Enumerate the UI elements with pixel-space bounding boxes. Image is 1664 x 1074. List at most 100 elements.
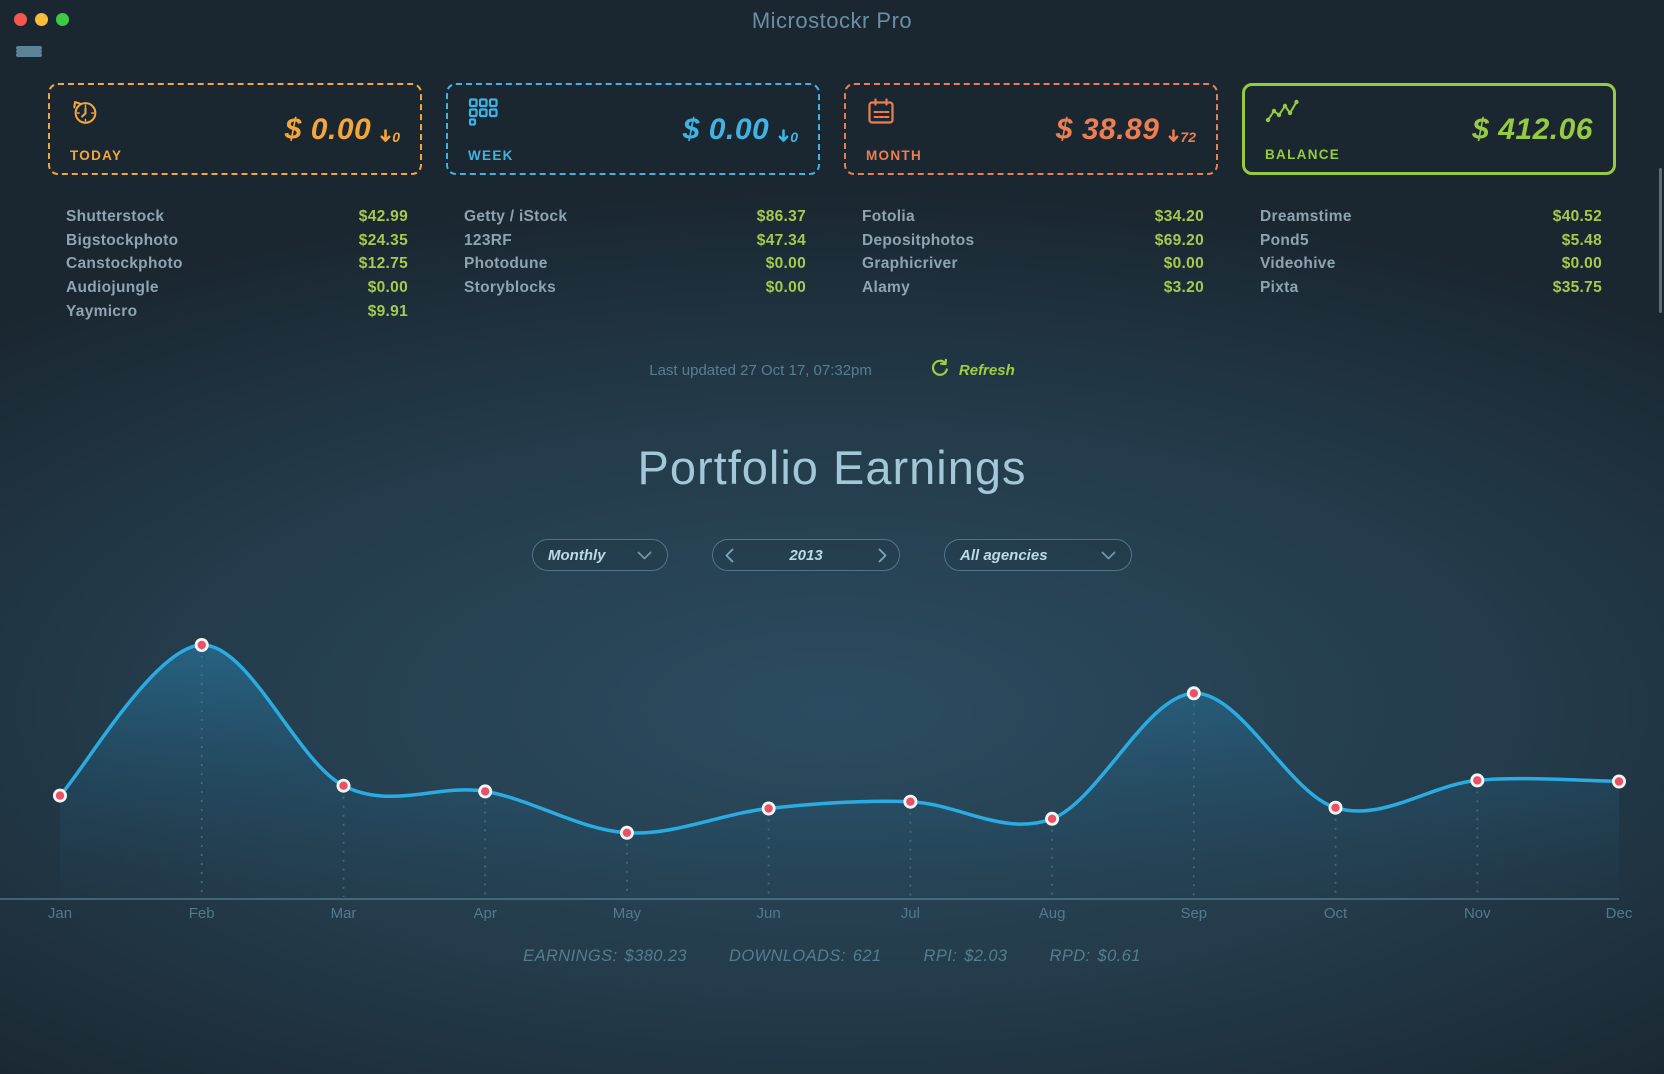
next-year-button[interactable]: [876, 546, 889, 565]
calendar-icon: [866, 97, 922, 127]
x-axis-label: Feb: [189, 905, 215, 922]
summary-label: DOWNLOADS:: [729, 947, 846, 966]
agency-name: 123RF: [464, 231, 513, 249]
summary-earnings: EARNINGS: $380.23: [523, 947, 687, 966]
summary-rpi: RPI: $2.03: [924, 947, 1008, 966]
x-axis-label: Jan: [48, 905, 72, 922]
down-arrow-icon: [778, 128, 789, 146]
agency-row: Shutterstock $42.99: [48, 205, 422, 229]
stat-card-label: BALANCE: [1265, 147, 1341, 162]
agency-row: Graphicriver $0.00: [844, 252, 1218, 276]
agency-value: $0.00: [1561, 255, 1602, 273]
agency-value: $0.00: [765, 255, 806, 273]
menu-button[interactable]: [12, 42, 46, 61]
x-axis-label: Sep: [1180, 905, 1207, 922]
x-axis-label: Jun: [757, 905, 781, 922]
agency-row: Audiojungle $0.00: [48, 276, 422, 300]
agency-column-1: Shutterstock $42.99 Bigstockphoto $24.35…: [48, 205, 422, 323]
x-axis-label: Aug: [1039, 905, 1066, 922]
agency-earnings-grid: Shutterstock $42.99 Bigstockphoto $24.35…: [48, 205, 1616, 323]
down-arrow-icon: [380, 128, 391, 146]
agency-row: Storyblocks $0.00: [446, 276, 820, 300]
period-select[interactable]: Monthly: [532, 539, 668, 572]
close-button[interactable]: [14, 13, 27, 26]
agency-value: $69.20: [1154, 231, 1204, 249]
summary-downloads: DOWNLOADS: 621: [729, 947, 882, 966]
data-point-Aug[interactable]: [1045, 812, 1060, 827]
summary-bar: EARNINGS: $380.23 DOWNLOADS: 621 RPI: $2…: [0, 947, 1664, 966]
stat-card-balance[interactable]: BALANCE $ 412.06: [1242, 83, 1616, 175]
summary-label: EARNINGS:: [523, 947, 618, 966]
agency-row: Videohive $0.00: [1242, 252, 1616, 276]
page-title: Portfolio Earnings: [637, 441, 1027, 495]
data-point-May[interactable]: [619, 826, 634, 841]
stat-card-month[interactable]: MONTH $ 38.89 72: [844, 83, 1218, 175]
prev-year-button[interactable]: [723, 546, 736, 565]
data-point-Oct[interactable]: [1328, 801, 1343, 816]
agency-name: Audiojungle: [66, 278, 159, 296]
delta-count: 72: [1180, 129, 1196, 145]
stat-card-value: $ 0.00: [284, 113, 372, 146]
agency-value: $3.20: [1163, 278, 1204, 296]
last-updated-text: Last updated 27 Oct 17, 07:32pm: [649, 361, 872, 379]
agency-name: Bigstockphoto: [66, 231, 179, 249]
data-point-Apr[interactable]: [478, 784, 493, 799]
data-point-Feb[interactable]: [194, 638, 209, 653]
summary-label: RPI:: [923, 947, 958, 966]
agency-row: Dreamstime $40.52: [1242, 205, 1616, 229]
data-point-Dec[interactable]: [1612, 774, 1626, 789]
agency-row: Fotolia $34.20: [844, 205, 1218, 229]
hamburger-icon: [16, 46, 42, 57]
data-point-Jun[interactable]: [761, 801, 776, 816]
summary-value: $0.61: [1097, 947, 1141, 966]
agency-value: $0.00: [765, 278, 806, 296]
window-controls: [14, 13, 69, 26]
scrollbar-thumb[interactable]: [1659, 168, 1662, 313]
stat-card-value: $ 38.89: [1055, 113, 1160, 146]
down-arrow-icon: [1168, 128, 1179, 146]
line-chart-icon: [1265, 98, 1340, 128]
agency-column-2: Getty / iStock $86.37 123RF $47.34 Photo…: [446, 205, 820, 323]
year-value: 2013: [789, 546, 823, 564]
zoom-button[interactable]: [56, 13, 69, 26]
refresh-icon: [930, 358, 950, 382]
agency-value: $5.48: [1561, 231, 1602, 249]
agency-name: Alamy: [862, 278, 911, 296]
agency-value: $42.99: [358, 207, 408, 225]
stat-card-delta: 0: [778, 128, 798, 146]
agency-value: $86.37: [756, 207, 806, 225]
data-point-Mar[interactable]: [336, 779, 351, 794]
agency-value: $0.00: [1163, 255, 1204, 273]
period-select-value: Monthly: [548, 546, 606, 564]
data-point-Nov[interactable]: [1470, 773, 1485, 788]
refresh-button[interactable]: Refresh: [930, 358, 1015, 382]
agency-value: $24.35: [358, 231, 408, 249]
area-fill: [60, 645, 1619, 900]
data-point-Sep[interactable]: [1186, 686, 1201, 701]
year-selector: 2013: [712, 539, 900, 572]
agency-name: Getty / iStock: [464, 207, 568, 225]
stat-card-week[interactable]: WEEK $ 0.00 0: [446, 83, 820, 175]
agency-name: Pixta: [1260, 278, 1299, 296]
agency-name: Storyblocks: [464, 278, 557, 296]
stat-card-delta: 0: [380, 128, 400, 146]
x-axis-label: Nov: [1464, 905, 1491, 922]
stat-card-today[interactable]: TODAY $ 0.00 0: [48, 83, 422, 175]
agency-filter-select[interactable]: All agencies: [944, 539, 1132, 572]
summary-value: 621: [852, 947, 882, 966]
earnings-chart: Jan Feb Mar Apr May Jun Jul Aug Sep Oct Nov Dec: [0, 587, 1664, 923]
agency-row: Yaymicro $9.91: [48, 300, 422, 324]
minimize-button[interactable]: [35, 13, 48, 26]
stat-card-label: WEEK: [468, 148, 514, 163]
agency-value: $9.91: [367, 302, 408, 320]
agency-value: $12.75: [358, 255, 408, 273]
summary-rpd: RPD: $0.61: [1050, 947, 1141, 966]
x-axis-label: Oct: [1324, 905, 1348, 922]
data-point-Jan[interactable]: [53, 789, 67, 804]
agency-name: Yaymicro: [66, 302, 138, 320]
agency-value: $34.20: [1154, 207, 1204, 225]
data-point-Jul[interactable]: [903, 795, 918, 810]
agency-row: Pixta $35.75: [1242, 276, 1616, 300]
x-axis-label: Mar: [331, 905, 357, 922]
app-title: Microstockr Pro: [751, 8, 913, 33]
